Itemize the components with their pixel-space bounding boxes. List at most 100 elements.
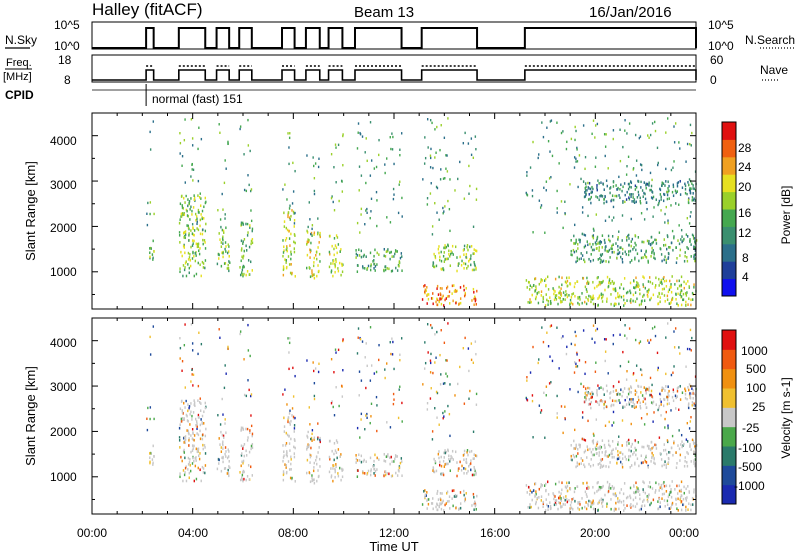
velocity-cell (186, 419, 189, 422)
velocity-cell (592, 441, 595, 445)
velocity-cell (651, 383, 653, 387)
power-cell (592, 302, 595, 306)
velocity-cell (438, 450, 440, 453)
power-cell (630, 301, 632, 304)
velocity-cell (562, 502, 564, 506)
velocity-cell (598, 485, 601, 489)
power-cell (586, 240, 588, 243)
velocity-cell (673, 440, 675, 443)
power-cell (146, 212, 148, 215)
velocity-cell (590, 396, 592, 400)
velocity-cell (621, 452, 624, 456)
velocity-cell (335, 451, 338, 455)
power-echo-cells (146, 117, 698, 307)
power-cell (549, 120, 552, 123)
velocity-cell (617, 391, 619, 395)
power-cell (692, 298, 694, 301)
velocity-cell (376, 468, 378, 471)
velocity-cell (540, 409, 543, 412)
power-cell (200, 274, 202, 278)
power-cell (197, 242, 200, 246)
velocity-cell (639, 497, 641, 501)
velocity-cell (473, 457, 475, 460)
power-cell (630, 186, 632, 189)
power-cell (609, 191, 611, 195)
velocity-cell (221, 456, 223, 460)
power-cell (584, 167, 586, 171)
power-cell (670, 283, 672, 286)
power-cell (575, 249, 578, 253)
velocity-cell (664, 460, 666, 463)
velocity-cell (648, 444, 650, 448)
power-cell (442, 212, 444, 215)
power-cell (584, 191, 586, 194)
velocity-cell (650, 460, 652, 463)
power-cell (453, 290, 456, 293)
power-cell (432, 292, 434, 295)
power-cell (617, 252, 620, 256)
power-cell (650, 255, 652, 258)
power-cell (191, 163, 193, 167)
power-cell (674, 283, 676, 286)
power-cell (534, 297, 537, 301)
velocity-cell (438, 456, 440, 460)
power-cell (204, 241, 206, 244)
power-cell (284, 183, 286, 186)
power-cell (596, 122, 599, 126)
velocity-cell (465, 491, 467, 495)
velocity-cell (196, 425, 198, 428)
power-cell (526, 286, 528, 289)
power-cell (678, 284, 681, 288)
power-cell (151, 253, 154, 256)
power-cell (223, 231, 225, 234)
velocity-cell (391, 460, 393, 463)
power-cell (178, 221, 181, 225)
velocity-cell (673, 346, 676, 349)
power-cell (582, 124, 585, 127)
velocity-cell (449, 434, 451, 438)
velocity-cell (566, 500, 569, 504)
velocity-cell (538, 496, 540, 499)
nsky-tick-top: 10^5 (54, 18, 80, 32)
power-cell (547, 288, 550, 291)
velocity-cell (226, 472, 229, 475)
power-cell (654, 129, 657, 133)
velocity-cell (191, 349, 194, 352)
power-cell (535, 287, 537, 291)
power-cell (309, 250, 312, 254)
power-cell (542, 135, 545, 139)
velocity-cell (241, 478, 243, 481)
power-cell (227, 142, 229, 146)
velocity-cell (223, 386, 226, 390)
power-cell (614, 302, 616, 306)
power-cell (692, 192, 694, 195)
velocity-cell (692, 439, 695, 443)
power-cell (429, 192, 432, 195)
velocity-cell (656, 368, 659, 372)
velocity-cell (628, 401, 630, 404)
power-cell (626, 190, 628, 194)
power-cell (665, 167, 667, 171)
power-cell (459, 297, 462, 300)
velocity-cell (390, 352, 392, 356)
velocity-cell (634, 338, 637, 342)
velocity-cell (239, 478, 242, 482)
velocity-cell (181, 411, 184, 414)
power-cell (290, 253, 292, 256)
power-cell (577, 247, 579, 250)
power-cell (462, 249, 465, 252)
power-cell (243, 238, 246, 241)
velocity-cell (359, 338, 362, 341)
velocity-cell (677, 497, 679, 501)
velocity-cell (152, 461, 154, 465)
power-cell (183, 138, 186, 142)
velocity-cell (637, 395, 640, 399)
power-cell (608, 277, 611, 281)
power-cell (611, 280, 614, 283)
velocity-cell (586, 393, 588, 397)
power-cell (453, 284, 455, 287)
power-cell (660, 195, 662, 199)
power-cell (184, 233, 187, 236)
power-cell (655, 238, 657, 242)
power-cell (637, 236, 640, 239)
